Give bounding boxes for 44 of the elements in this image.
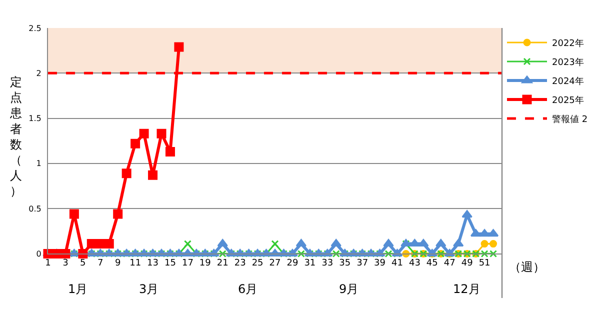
y-axis-title: 定点患者数（人） <box>9 75 22 198</box>
x-tick-label: 47 <box>444 258 456 269</box>
x-tick-label: 31 <box>304 258 316 269</box>
y-tick-label: 0.5 <box>28 204 42 214</box>
x-tick-label: 51 <box>478 258 490 269</box>
y-tick-label: 1.5 <box>28 114 42 124</box>
y-tick-label: 0 <box>36 250 42 259</box>
x-tick-label: 11 <box>130 258 142 269</box>
x-tick-label: 15 <box>164 258 176 269</box>
x-tick-label: 45 <box>426 258 438 269</box>
text: 6月 <box>238 282 258 296</box>
legend-label: 2025年 <box>552 95 584 106</box>
y-tick-label: 2 <box>36 68 42 78</box>
x-tick-label: 7 <box>98 258 104 269</box>
y-tick-label: 1 <box>36 159 42 168</box>
legend-label: 2023年 <box>552 57 584 68</box>
text: 12月 <box>453 282 480 296</box>
x-tick-label: 29 <box>286 258 298 269</box>
text: 3月 <box>139 282 159 296</box>
x-tick-label: 17 <box>182 258 194 269</box>
legend-label: 2024年 <box>552 76 584 88</box>
x-tick-label: 49 <box>461 258 474 269</box>
y-tick-label: 2.5 <box>28 24 42 33</box>
x-tick-label: 33 <box>322 258 334 269</box>
x-tick-label: 23 <box>234 258 246 269</box>
x-tick-label: 21 <box>216 258 228 269</box>
legend-label: 2022年 <box>552 38 584 50</box>
x-tick-label: 3 <box>62 258 68 269</box>
text: 9月 <box>339 282 359 296</box>
x-tick-label: 27 <box>269 258 281 269</box>
x-tick-label: 1 <box>45 258 51 269</box>
x-axis-title: （週） <box>509 260 545 274</box>
x-tick-label: 43 <box>408 258 420 269</box>
x-tick-label: 9 <box>114 258 121 269</box>
x-tick-label: 5 <box>80 258 86 269</box>
x-tick-label: 39 <box>374 258 386 269</box>
legend-label: 警報値 2 <box>552 114 588 126</box>
x-tick-label: 19 <box>199 258 212 269</box>
x-tick-label: 25 <box>252 258 264 269</box>
x-tick-label: 41 <box>392 258 403 269</box>
text: 1月 <box>68 282 88 296</box>
x-tick-label: 37 <box>356 258 368 269</box>
x-tick-label: 13 <box>147 258 158 269</box>
x-tick-label: 35 <box>339 258 351 269</box>
